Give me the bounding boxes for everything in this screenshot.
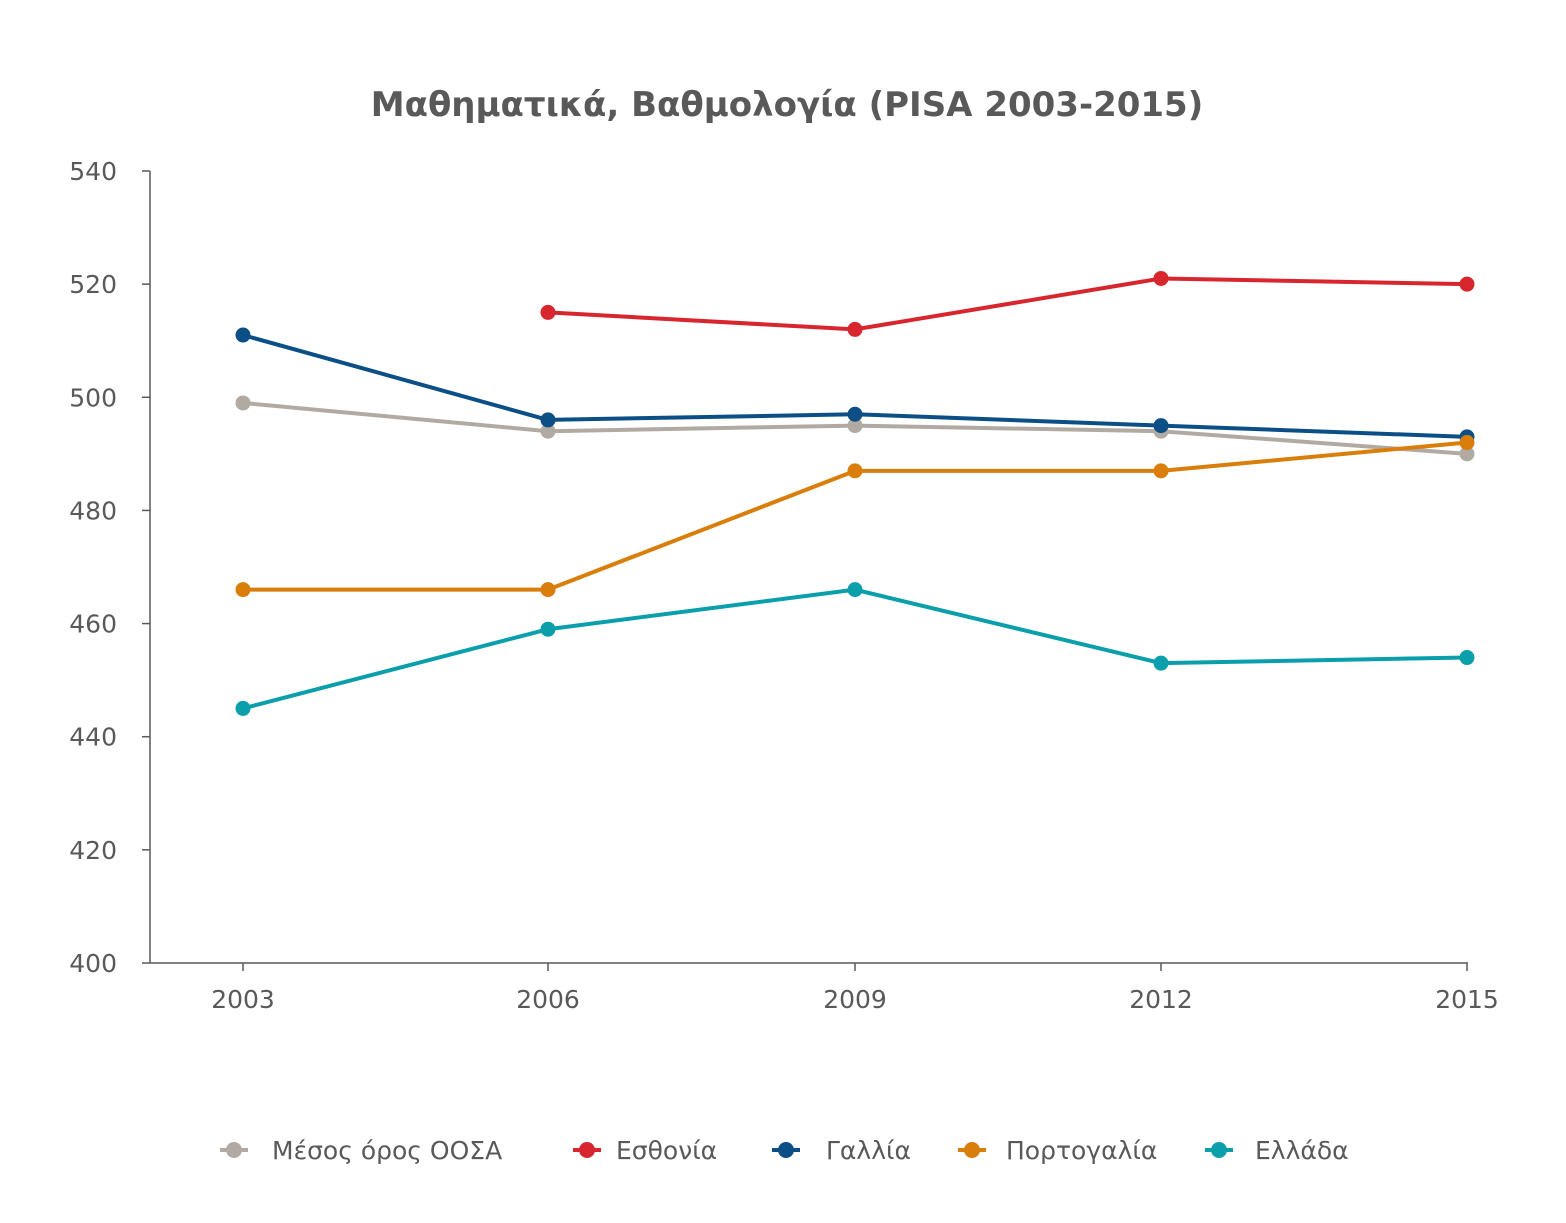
data-point: [1459, 446, 1475, 462]
data-point: [1153, 655, 1169, 671]
data-point: [235, 582, 251, 598]
data-point: [1153, 418, 1169, 434]
x-tick-label: 2006: [516, 985, 580, 1014]
y-tick-label: 520: [69, 270, 117, 299]
data-point: [540, 412, 556, 428]
series-line: [547, 276, 1468, 332]
data-point: [847, 582, 863, 598]
y-tick-label: 460: [69, 610, 117, 639]
chart-axes: 540 520 500 480 460 440 420 400 2003 2006 2009 2012…: [69, 157, 1499, 1014]
data-point: [1459, 276, 1475, 292]
data-point: [1459, 650, 1475, 666]
y-tick-label: 540: [69, 157, 117, 186]
legend-label: Ελλάδα: [1255, 1136, 1349, 1165]
x-tick-label: 2015: [1435, 985, 1499, 1014]
data-point: [847, 406, 863, 422]
data-point: [847, 418, 863, 434]
y-tick-label: 440: [69, 723, 117, 752]
data-point: [235, 395, 251, 411]
data-point: [1153, 270, 1169, 286]
legend-item: Εσθονία: [573, 1136, 717, 1165]
data-point: [540, 621, 556, 637]
series-4: [235, 435, 1475, 598]
data-point: [235, 700, 251, 716]
legend-label: Εσθονία: [616, 1136, 717, 1165]
data-point: [235, 327, 251, 343]
legend-swatch-marker: [964, 1142, 980, 1158]
chart-legend: Μέσος όρος ΟΟΣΑ Εσθονία Γαλλία Πορτογαλία Ελ…: [220, 1136, 1349, 1165]
legend-swatch-marker: [1211, 1142, 1227, 1158]
legend-item: Ελλάδα: [1205, 1136, 1349, 1165]
legend-item: Πορτογαλία: [958, 1136, 1157, 1165]
legend-swatch-marker: [226, 1142, 242, 1158]
data-point: [1459, 435, 1475, 451]
data-point: [847, 463, 863, 479]
series-line: [242, 587, 1468, 711]
chart-series: [235, 270, 1475, 716]
data-point: [847, 321, 863, 337]
x-tick-label: 2012: [1129, 985, 1193, 1014]
legend-swatch-marker: [778, 1142, 794, 1158]
legend-label: Μέσος όρος ΟΟΣΑ: [272, 1136, 502, 1165]
legend-swatch-marker: [579, 1142, 595, 1158]
y-tick-label: 420: [69, 836, 117, 865]
legend-item: Γαλλία: [772, 1136, 911, 1165]
data-point: [540, 423, 556, 439]
x-tick-label: 2009: [823, 985, 887, 1014]
series-2: [540, 270, 1475, 337]
x-tick-label: 2003: [211, 985, 275, 1014]
legend-label: Γαλλία: [826, 1136, 911, 1165]
data-point: [540, 304, 556, 320]
y-tick-label: 400: [69, 949, 117, 978]
series-5: [235, 582, 1475, 716]
chart-title: Μαθηματικά, Βαθμολογία (PISA 2003-2015): [371, 85, 1204, 125]
y-tick-label: 500: [69, 383, 117, 412]
data-point: [540, 582, 556, 598]
data-point: [1153, 463, 1169, 479]
legend-label: Πορτογαλία: [1006, 1136, 1157, 1165]
legend-item: Μέσος όρος ΟΟΣΑ: [220, 1136, 502, 1165]
y-tick-label: 480: [69, 496, 117, 525]
